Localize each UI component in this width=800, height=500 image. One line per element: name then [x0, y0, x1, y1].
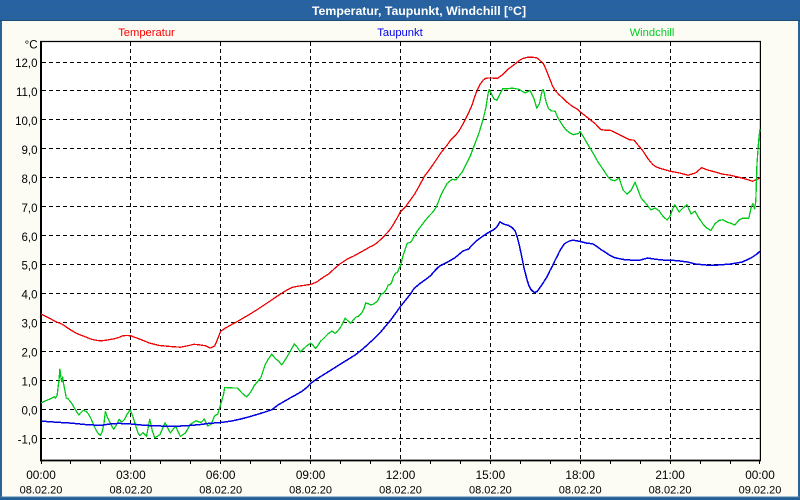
svg-text:08.02.20: 08.02.20 — [109, 485, 152, 497]
svg-text:09.02.20: 09.02.20 — [739, 485, 782, 497]
svg-text:08.02.20: 08.02.20 — [559, 485, 602, 497]
svg-text:9,0: 9,0 — [22, 145, 38, 157]
svg-text:08.02.20: 08.02.20 — [649, 485, 692, 497]
svg-text:21:00: 21:00 — [655, 468, 685, 482]
svg-text:7,0: 7,0 — [22, 203, 38, 215]
svg-text:11,0: 11,0 — [16, 87, 38, 99]
svg-text:00:00: 00:00 — [26, 468, 56, 482]
svg-text:00:00: 00:00 — [745, 468, 775, 482]
svg-text:4,0: 4,0 — [22, 290, 38, 302]
svg-text:03:00: 03:00 — [116, 468, 146, 482]
svg-text:Windchill: Windchill — [630, 27, 675, 39]
svg-text:8,0: 8,0 — [22, 174, 38, 186]
svg-text:10,0: 10,0 — [15, 116, 37, 128]
svg-text:12:00: 12:00 — [386, 468, 416, 482]
svg-text:06:00: 06:00 — [206, 468, 236, 482]
svg-text:1,0: 1,0 — [22, 377, 38, 389]
svg-text:08.02.20: 08.02.20 — [379, 485, 422, 497]
svg-text:Temperatur, Taupunkt, Windchil: Temperatur, Taupunkt, Windchill [°C] — [312, 4, 526, 18]
svg-text:5,0: 5,0 — [22, 261, 38, 273]
svg-text:08.02.20: 08.02.20 — [289, 485, 332, 497]
svg-text:08.02.20: 08.02.20 — [20, 485, 63, 497]
svg-text:6,0: 6,0 — [22, 232, 38, 244]
svg-text:Temperatur: Temperatur — [118, 27, 175, 39]
svg-text:09:00: 09:00 — [296, 468, 326, 482]
svg-text:18:00: 18:00 — [565, 468, 595, 482]
svg-text:-1,0: -1,0 — [18, 435, 38, 447]
svg-text:0,0: 0,0 — [22, 406, 38, 418]
svg-text:08.02.20: 08.02.20 — [469, 485, 512, 497]
svg-text:12,0: 12,0 — [15, 58, 37, 70]
svg-text:°C: °C — [25, 40, 38, 52]
svg-text:Taupunkt: Taupunkt — [377, 27, 423, 39]
svg-text:2,0: 2,0 — [22, 348, 38, 360]
svg-text:3,0: 3,0 — [22, 319, 38, 331]
svg-text:15:00: 15:00 — [476, 468, 506, 482]
svg-text:08.02.20: 08.02.20 — [199, 485, 242, 497]
